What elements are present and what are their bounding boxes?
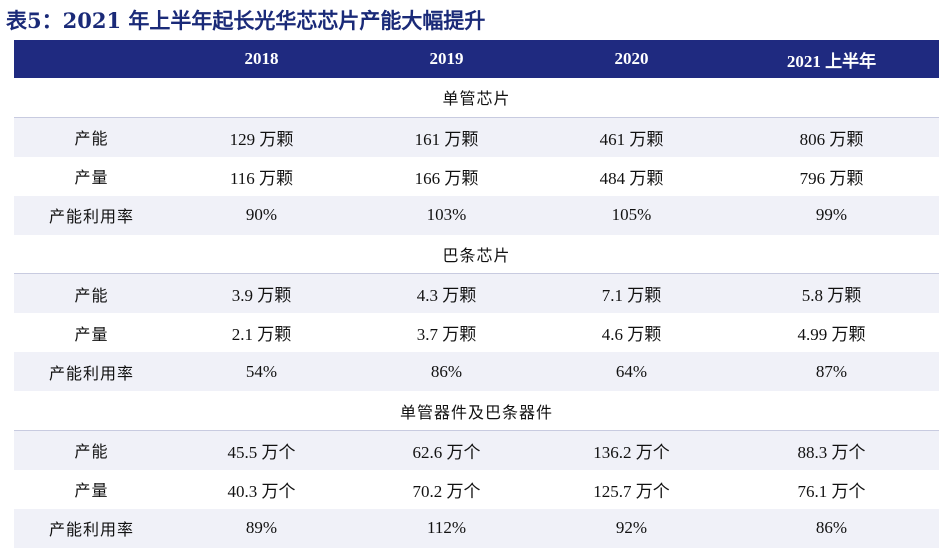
table-row: 产能利用率 89% 112% 92% 86% [14, 508, 939, 548]
table-cell: 3.9 万颗 [169, 273, 354, 314]
table-row: 产能 45.5 万个 62.6 万个 136.2 万个 88.3 万个 [14, 430, 939, 470]
section-title: 单管器件及巴条器件 [399, 402, 553, 422]
table-cell: 54% [169, 352, 354, 392]
table-cell: 4.99 万颗 [797, 325, 866, 345]
table-cell: 89% [169, 508, 354, 548]
table-cell: 70.2 万个 [412, 481, 481, 501]
table-row: 产能利用率 54% 86% 64% 87% [14, 352, 939, 392]
table-cell: 86% [724, 508, 939, 548]
row-label: 产能 [14, 430, 169, 470]
table-cell: 7.1 万颗 [539, 273, 724, 314]
section-row: 单管芯片 [14, 78, 939, 117]
table-cell: 806 万颗 [724, 116, 939, 157]
table-cell: 64% [539, 352, 724, 392]
header-year: 2018 [169, 40, 354, 78]
header-year: 2019 [354, 40, 539, 78]
table-row: 产量 40.3 万个 70.2 万个 125.7 万个 76.1 万个 [14, 470, 939, 509]
table-cell: 105% [539, 195, 724, 235]
table-cell: 796 万颗 [799, 168, 864, 188]
table-cell: 76.1 万个 [797, 481, 866, 501]
table-cell: 103% [354, 195, 539, 235]
row-label: 产能利用率 [14, 352, 169, 392]
table-cell: 116 万颗 [229, 168, 294, 188]
row-label: 产能利用率 [14, 195, 169, 235]
table-cell: 90% [169, 195, 354, 235]
table-cell: 45.5 万个 [169, 430, 354, 470]
table-row: 产量 116 万颗 166 万颗 484 万颗 796 万颗 [14, 157, 939, 196]
row-label: 产量 [74, 481, 109, 501]
table-cell: 87% [724, 352, 939, 392]
table-row: 产能利用率 90% 103% 105% 99% [14, 195, 939, 235]
table-row: 产量 2.1 万颗 3.7 万颗 4.6 万颗 4.99 万颗 [14, 313, 939, 352]
table-row: 产能 129 万颗 161 万颗 461 万颗 806 万颗 [14, 116, 939, 157]
row-label: 产能 [14, 273, 169, 314]
table-cell: 88.3 万个 [724, 430, 939, 470]
capacity-table: 2018 2019 2020 2021 上半年 单管芯片 产能 129 万颗 1… [14, 40, 939, 548]
section-row: 巴条芯片 [14, 235, 939, 274]
row-label: 产能利用率 [14, 508, 169, 548]
section-row: 单管器件及巴条器件 [14, 391, 939, 430]
table-cell: 461 万颗 [539, 116, 724, 157]
table-cell: 112% [354, 508, 539, 548]
row-label: 产能 [14, 116, 169, 157]
section-title: 巴条芯片 [442, 246, 511, 265]
section-title: 单管芯片 [442, 89, 511, 109]
header-year: 2020 [539, 40, 724, 78]
table-cell: 129 万颗 [169, 116, 354, 157]
table-cell: 86% [354, 352, 539, 392]
header-blank [14, 40, 169, 78]
row-label: 产量 [74, 168, 109, 188]
table-row: 产能 3.9 万颗 4.3 万颗 7.1 万颗 5.8 万颗 [14, 273, 939, 314]
table-cell: 2.1 万颗 [231, 325, 292, 345]
table-cell: 99% [724, 195, 939, 235]
table-cell: 4.3 万颗 [354, 273, 539, 314]
header-row: 2018 2019 2020 2021 上半年 [14, 40, 939, 78]
table-cell: 5.8 万颗 [724, 273, 939, 314]
table-cell: 40.3 万个 [227, 481, 296, 501]
table-cell: 125.7 万个 [593, 481, 670, 501]
row-label: 产量 [74, 324, 109, 344]
table-cell: 3.7 万颗 [416, 325, 477, 345]
table-cell: 62.6 万个 [354, 430, 539, 470]
header-year: 2021 上半年 [724, 40, 939, 78]
table-cell: 136.2 万个 [539, 430, 724, 470]
table-cell: 4.6 万颗 [601, 325, 662, 345]
table-cell: 92% [539, 508, 724, 548]
table-cell: 161 万颗 [354, 116, 539, 157]
table-title: 表5：2021 年上半年起长光华芯芯片产能大幅提升 [6, 8, 486, 33]
table-cell: 484 万颗 [599, 168, 664, 188]
table-cell: 166 万颗 [414, 168, 479, 188]
